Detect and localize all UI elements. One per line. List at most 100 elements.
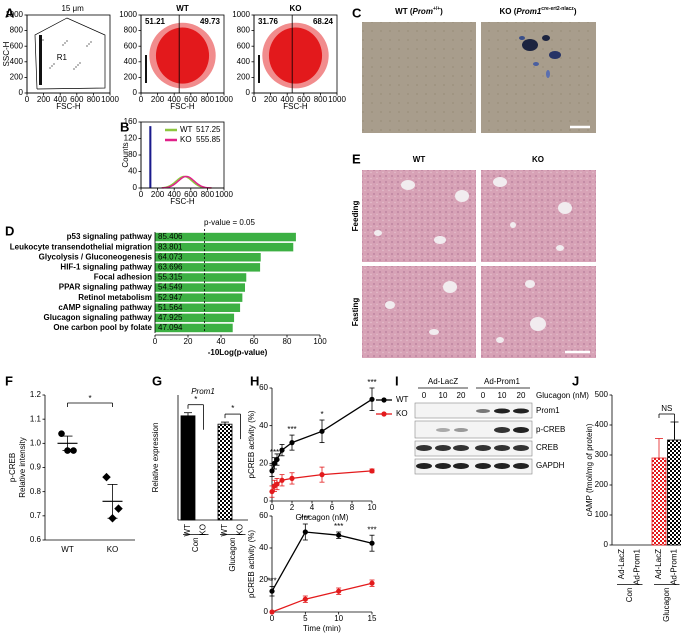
legend-label: KO xyxy=(180,135,192,144)
x-tick-label: 60 xyxy=(250,337,259,346)
category-label: Glycolysis / Gluconeogenesis xyxy=(39,252,153,261)
category-label: Glucagon signaling pathway xyxy=(44,313,153,322)
x-tick-label: 600 xyxy=(70,95,84,104)
point xyxy=(289,475,295,481)
annotation: 15 μm xyxy=(61,4,84,13)
lane-label: 20 xyxy=(517,391,526,400)
value-label: 63.696 xyxy=(158,262,183,271)
bar xyxy=(155,293,243,302)
event xyxy=(49,67,51,69)
panel-letter: A xyxy=(5,5,15,20)
event xyxy=(86,45,88,47)
event xyxy=(53,63,55,65)
bar xyxy=(155,283,246,292)
point xyxy=(64,447,71,454)
x-tick-label: 400 xyxy=(54,95,68,104)
significance: * xyxy=(320,410,323,419)
x-tick-label: 20 xyxy=(184,337,193,346)
x-axis-label: Time (min) xyxy=(303,624,341,633)
category-label: One carbon pool by folate xyxy=(53,323,152,332)
x-tick-label: 600 xyxy=(184,190,198,199)
significance: *** xyxy=(270,448,279,457)
x-axis-label: FSC-H xyxy=(56,102,81,111)
events xyxy=(262,22,329,89)
histogram xyxy=(161,175,212,189)
panel-letter: J xyxy=(572,373,579,388)
y-axis-label: Relative intensity xyxy=(18,437,27,497)
micrograph xyxy=(481,266,596,358)
bar xyxy=(217,423,233,521)
column-label: KO xyxy=(532,155,544,164)
image-label: KO (Prom1cre-ert2-nlacz) xyxy=(500,6,577,16)
x-axis-label: FSC-H xyxy=(283,102,308,111)
y-tick-label: 800 xyxy=(10,26,24,35)
x-tick-label: 10 xyxy=(368,503,377,512)
x-axis-label: Glucagon (nM) xyxy=(296,513,349,522)
row-label: Feeding xyxy=(351,201,360,232)
y-tick-label: 160 xyxy=(124,117,138,126)
y-axis-label: cAMP (fmol/mg of protein) xyxy=(585,423,594,516)
panel-letter: B xyxy=(120,119,129,134)
y-tick-label: 80 xyxy=(128,150,137,159)
legend-value: 555.85 xyxy=(196,135,221,144)
bar xyxy=(155,273,247,282)
category-label: Retinol metabolism xyxy=(78,293,152,302)
legend-label: WT xyxy=(180,125,193,134)
point xyxy=(336,532,342,538)
bar xyxy=(155,242,294,252)
annotation: R1 xyxy=(57,53,68,62)
value-label: 47.094 xyxy=(158,323,183,332)
x-tick-label: 4 xyxy=(310,503,315,512)
y-tick-label: 200 xyxy=(595,480,609,489)
y-tick-label: 600 xyxy=(10,41,24,50)
y-tick-label: 1.0 xyxy=(30,438,42,447)
category-label: Leukocyte transendothelial migration xyxy=(10,242,152,251)
panel-letter: D xyxy=(5,223,14,238)
panel-letter: C xyxy=(352,5,362,20)
plot-title: KO xyxy=(290,4,302,13)
y-tick-label: 600 xyxy=(124,41,138,50)
x-tick-label: 0 xyxy=(25,95,30,104)
x-tick-label: 0 xyxy=(270,503,275,512)
x-tick-label: 400 xyxy=(168,95,182,104)
row-label: Prom1 xyxy=(536,406,560,415)
y-tick-label: 20 xyxy=(259,575,268,584)
event xyxy=(77,64,79,66)
lane-title: Glucagon (nM) xyxy=(536,391,589,400)
y-tick-label: 1000 xyxy=(5,10,23,19)
y-tick-label: 800 xyxy=(237,26,251,35)
point xyxy=(369,468,375,474)
event xyxy=(73,68,75,70)
point xyxy=(274,481,280,487)
bar xyxy=(155,263,261,272)
y-tick-label: 200 xyxy=(237,73,251,82)
gate xyxy=(34,17,106,90)
x-tick-label: 200 xyxy=(264,95,278,104)
x-tick-label: 800 xyxy=(314,95,328,104)
x-tick-label: 1000 xyxy=(101,95,119,104)
column-label: WT xyxy=(413,155,426,164)
point xyxy=(269,588,275,594)
panel-letter: I xyxy=(395,373,399,388)
threshold-label: p-value = 0.05 xyxy=(204,218,255,227)
micrograph xyxy=(481,22,596,133)
bar xyxy=(651,457,667,546)
y-tick-label: 0 xyxy=(264,607,269,616)
y-axis-label: SSC-H xyxy=(2,41,11,66)
x-tick-label: 1000 xyxy=(215,190,233,199)
y-tick-label: 40 xyxy=(128,167,137,176)
value-label: 64.073 xyxy=(158,252,183,261)
event xyxy=(79,62,81,64)
x-tick-label: 0 xyxy=(252,95,257,104)
legend-value: 517.25 xyxy=(196,125,221,134)
legend-label: KO xyxy=(396,409,408,418)
point xyxy=(319,428,325,434)
x-tick-label: WT xyxy=(183,524,192,537)
y-tick-label: 200 xyxy=(124,73,138,82)
point xyxy=(302,529,308,535)
point xyxy=(369,540,375,546)
x-tick-label: 40 xyxy=(217,337,226,346)
y-axis-label: Relative expression xyxy=(151,423,160,493)
point xyxy=(336,588,342,594)
